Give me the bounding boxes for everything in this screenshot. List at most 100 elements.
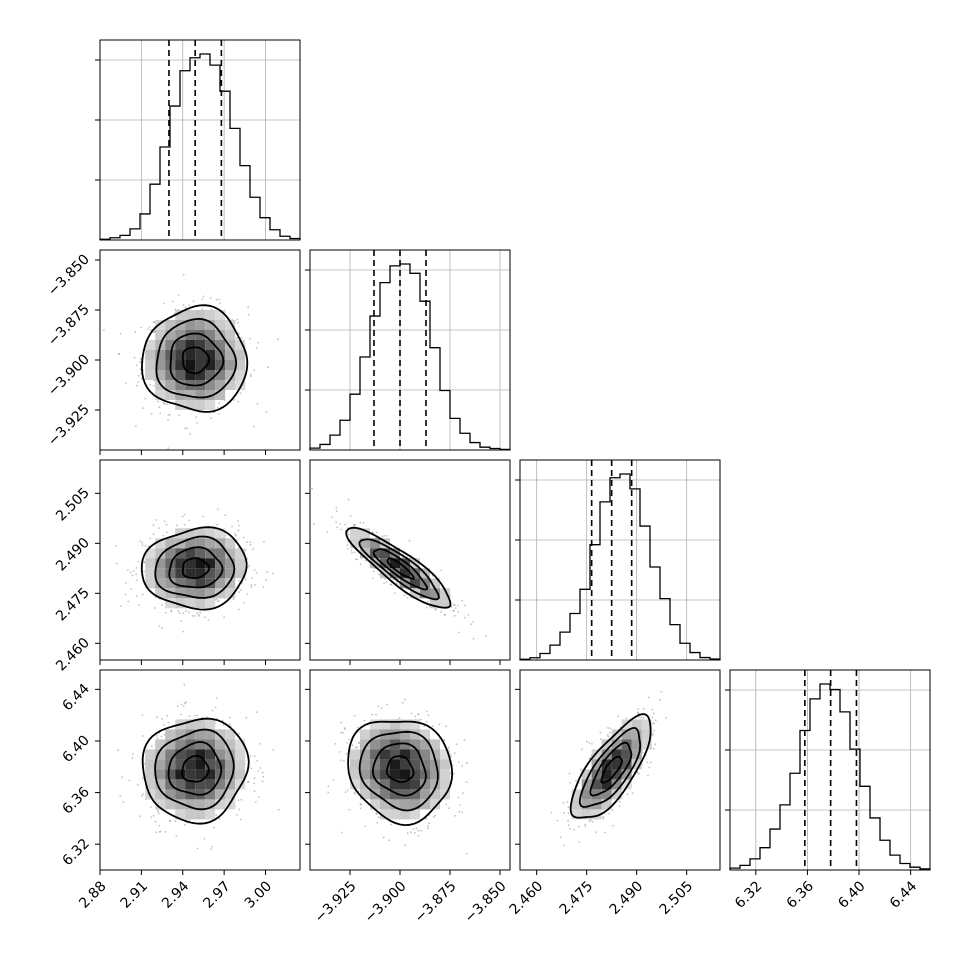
sample-point — [349, 515, 352, 518]
density-cell — [410, 779, 420, 790]
sample-point — [188, 715, 191, 718]
sample-point — [396, 582, 398, 584]
density-cell — [175, 729, 186, 740]
sample-point — [178, 612, 181, 614]
contour-level-1 — [168, 546, 224, 589]
sample-point — [153, 607, 156, 609]
density-cell — [215, 320, 226, 330]
density-cell — [215, 588, 226, 599]
density-cell — [410, 759, 420, 770]
sample-point — [242, 536, 245, 539]
density-cell — [215, 548, 226, 559]
sample-point — [652, 712, 655, 715]
contour-level-3 — [141, 717, 250, 825]
sample-point — [465, 852, 468, 855]
sample-point — [648, 766, 651, 769]
contour-level-2 — [154, 728, 235, 811]
sample-point — [229, 716, 232, 719]
density-cell — [215, 779, 226, 790]
sample-point — [135, 567, 138, 569]
density-cell — [430, 789, 440, 800]
sample-point — [364, 559, 367, 562]
sample-point — [151, 745, 153, 748]
density-cell — [410, 568, 420, 579]
density-cell — [621, 729, 632, 740]
density-cell — [195, 558, 206, 569]
sample-point — [265, 410, 268, 413]
sample-point — [417, 713, 419, 715]
sample-point — [470, 623, 472, 626]
sample-point — [638, 772, 640, 775]
sample-point — [247, 306, 250, 309]
density-cell — [235, 749, 246, 760]
sample-point — [463, 617, 466, 619]
density-cell — [195, 779, 206, 790]
x-tick-label: 2.505 — [657, 878, 697, 918]
sample-point — [382, 836, 385, 839]
sample-point — [142, 407, 145, 409]
sample-point — [433, 816, 435, 818]
density-cell — [400, 729, 410, 740]
sample-point — [376, 822, 379, 824]
sample-point — [595, 831, 597, 834]
density-cell — [155, 578, 166, 589]
sample-point — [463, 739, 466, 741]
sample-point — [257, 341, 260, 344]
density-cell — [430, 578, 440, 589]
density-cell — [591, 759, 602, 770]
density-cell — [165, 799, 176, 810]
density-cell — [175, 330, 186, 340]
sample-point — [577, 825, 580, 828]
sample-point — [237, 520, 239, 522]
density-cell — [215, 330, 226, 340]
density-cell — [621, 779, 632, 790]
sample-point — [247, 780, 250, 783]
sample-point — [588, 820, 591, 823]
sample-point — [115, 545, 118, 547]
x-tick-label: 2.94 — [159, 878, 192, 911]
density-cell — [380, 558, 390, 569]
sample-point — [410, 831, 412, 834]
contour-level-2 — [358, 730, 439, 812]
sample-point — [184, 823, 186, 826]
sample-point — [362, 521, 365, 524]
sample-point — [642, 717, 645, 719]
sample-point — [452, 609, 454, 612]
sample-point — [456, 604, 459, 607]
density-cell — [175, 789, 186, 800]
density-cell — [205, 729, 216, 740]
density-cell — [195, 538, 206, 549]
x-tick-label: 3.00 — [242, 878, 275, 911]
sample-point — [158, 831, 161, 833]
density-cell — [155, 320, 166, 330]
sample-point — [414, 715, 417, 718]
density-cell — [390, 558, 400, 569]
density-cell — [420, 739, 430, 750]
sample-point — [180, 620, 183, 622]
sample-point — [371, 577, 374, 580]
sample-point — [182, 304, 185, 306]
sample-point — [180, 713, 183, 716]
density-cell — [145, 558, 156, 569]
sample-point — [625, 717, 628, 720]
sample-point — [638, 716, 640, 719]
density-cell — [235, 779, 246, 790]
sample-point — [246, 541, 248, 544]
sample-point — [428, 822, 431, 825]
sample-point — [261, 771, 264, 774]
density-cell — [400, 799, 410, 810]
sample-point — [127, 600, 130, 603]
sample-point — [163, 402, 166, 405]
density-cell — [165, 320, 176, 330]
sample-point — [152, 384, 155, 387]
sample-point — [386, 535, 388, 537]
sample-point — [567, 812, 570, 815]
density-cell — [145, 548, 156, 559]
sample-point — [142, 735, 144, 737]
density-cell — [380, 799, 390, 810]
sample-point — [343, 727, 346, 729]
sample-point — [444, 614, 447, 616]
density-cell — [360, 739, 370, 750]
sample-point — [248, 337, 251, 340]
sample-point — [651, 722, 654, 725]
